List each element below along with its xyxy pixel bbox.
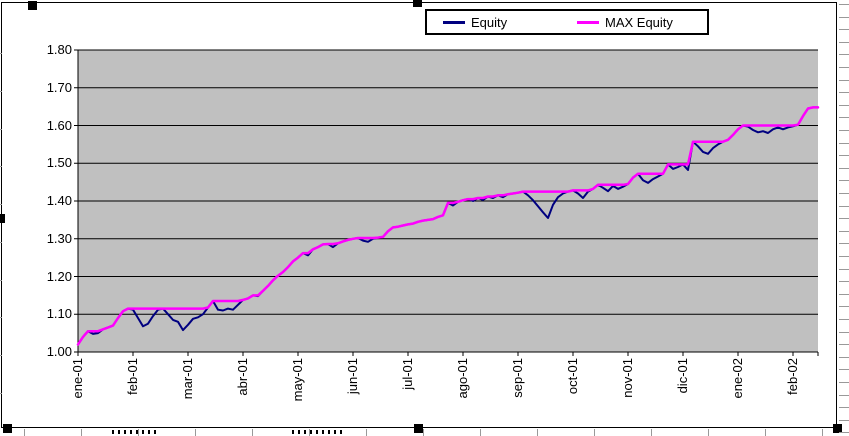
- worksheet-gridline: [822, 429, 823, 436]
- worksheet-gridline: [0, 53, 2, 54]
- worksheet-gridline: [0, 166, 2, 167]
- worksheet-gridline: [366, 429, 367, 436]
- worksheet-gridline: [195, 429, 196, 436]
- worksheet-gridline: [839, 4, 849, 5]
- worksheet-gridline: [839, 130, 849, 131]
- selection-handle-bottom-right[interactable]: [833, 424, 842, 433]
- worksheet-gridline: [839, 143, 849, 144]
- worksheet-gridline: [839, 369, 849, 370]
- y-tick-label: 1.60: [46, 117, 72, 133]
- worksheet-gridline: [0, 317, 2, 318]
- worksheet-gridline: [765, 429, 766, 436]
- x-tick-label: ene-02: [730, 358, 745, 399]
- legend[interactable]: Equity MAX Equity: [425, 9, 709, 35]
- x-tick-label: nov-01: [620, 358, 635, 398]
- selection-handle-bottom-center[interactable]: [414, 424, 423, 433]
- x-tick-label: mar-01: [180, 358, 195, 400]
- worksheet-gridline: [839, 180, 849, 181]
- worksheet-gridline: [839, 306, 849, 307]
- worksheet-gridline: [839, 243, 849, 244]
- worksheet-gridline: [0, 242, 2, 243]
- x-tick-label: dic-01: [675, 358, 690, 394]
- y-tick-label: 1.20: [46, 268, 72, 284]
- series-line-max-equity[interactable]: [76, 106, 820, 346]
- x-tick-label: ago-01: [455, 358, 470, 399]
- y-tick-label: 1.50: [46, 155, 72, 171]
- x-tick-label: ene-01: [70, 358, 85, 399]
- legend-label-max-equity: MAX Equity: [605, 14, 673, 30]
- worksheet-gridline: [839, 29, 849, 30]
- selection-handle-top-center[interactable]: [413, 0, 422, 7]
- clipped-cell-text: [292, 430, 342, 434]
- worksheet-gridline: [0, 204, 2, 205]
- legend-item-max-equity[interactable]: MAX Equity: [577, 11, 673, 33]
- x-tick-label: feb-02: [785, 358, 800, 395]
- worksheet-gridline: [252, 429, 253, 436]
- worksheet-gridline: [423, 429, 424, 436]
- selection-handle-top-left[interactable]: [28, 1, 37, 10]
- y-tick-label: 1.40: [46, 193, 72, 208]
- worksheet-gridline: [839, 17, 849, 18]
- y-tick-label: 1.10: [46, 306, 72, 322]
- x-tick-label: oct-01: [565, 358, 580, 395]
- worksheet-gridline: [839, 344, 849, 345]
- x-tick-label: jul-01: [400, 358, 415, 390]
- worksheet-gridline: [839, 269, 849, 270]
- worksheet-gridline: [839, 294, 849, 295]
- worksheet-gridline: [594, 429, 595, 436]
- y-tick-label: 1.30: [46, 230, 72, 246]
- worksheet-gridline: [0, 393, 2, 394]
- worksheet-gridline: [839, 105, 849, 106]
- x-tick-label: jun-01: [345, 358, 360, 395]
- worksheet-gridline: [839, 155, 849, 156]
- worksheet-gridline: [839, 231, 849, 232]
- x-tick-label: feb-01: [125, 358, 140, 395]
- selection-handle-left-middle[interactable]: [0, 214, 5, 223]
- equity-line-swatch: [443, 20, 465, 24]
- worksheet-gridline: [839, 42, 849, 43]
- worksheet-gridline: [839, 168, 849, 169]
- y-tick-label: 1.00: [46, 344, 72, 359]
- legend-label-equity: Equity: [471, 14, 508, 30]
- worksheet-gridline: [0, 280, 2, 281]
- worksheet-gridline: [24, 429, 25, 436]
- selection-handle-bottom-left[interactable]: [3, 424, 12, 433]
- worksheet-gridline: [0, 129, 2, 130]
- worksheet-gridline: [839, 357, 849, 358]
- worksheet-gridline: [839, 206, 849, 207]
- legend-item-equity[interactable]: Equity: [443, 11, 507, 33]
- worksheet-gridline: [839, 332, 849, 333]
- x-tick-label: may-01: [290, 358, 305, 402]
- worksheet-gridline: [839, 193, 849, 194]
- worksheet-gridline: [839, 218, 849, 219]
- worksheet-gridline: [839, 67, 849, 68]
- worksheet-gridline: [839, 420, 849, 421]
- worksheet-gridline: [839, 432, 849, 433]
- worksheet-gridline: [839, 117, 849, 118]
- max-equity-line-swatch: [577, 20, 599, 24]
- worksheet-gridline: [839, 395, 849, 396]
- worksheet-gridline: [0, 91, 2, 92]
- worksheet-gridline: [480, 429, 481, 436]
- worksheet-gridline: [839, 54, 849, 55]
- x-tick-label: abr-01: [235, 358, 250, 396]
- worksheet-gridline: [839, 382, 849, 383]
- worksheet-gridline: [839, 281, 849, 282]
- worksheet-gridline: [651, 429, 652, 436]
- worksheet-gridline: [839, 92, 849, 93]
- y-tick-label: 1.80: [46, 42, 72, 57]
- worksheet-gridline: [839, 80, 849, 81]
- worksheet-gridline: [708, 429, 709, 436]
- worksheet-gridline: [839, 319, 849, 320]
- worksheet-gridline: [839, 256, 849, 257]
- y-tick-label: 1.70: [46, 79, 72, 95]
- worksheet-gridline: [81, 429, 82, 436]
- worksheet-gridline: [0, 355, 2, 356]
- clipped-cell-text: [112, 430, 158, 434]
- x-tick-label: sep-01: [510, 358, 525, 398]
- worksheet-gridline: [839, 407, 849, 408]
- worksheet-gridline: [537, 429, 538, 436]
